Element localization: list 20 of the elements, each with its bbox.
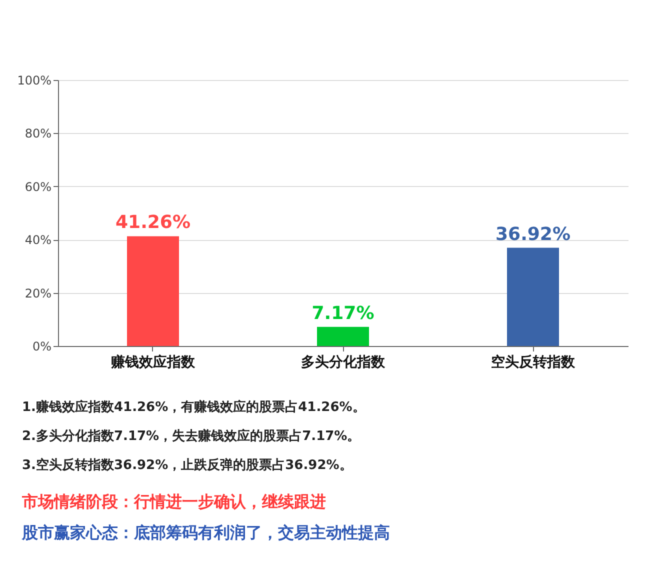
bar bbox=[317, 326, 369, 346]
data-label: 7.17% bbox=[312, 302, 374, 324]
text: 2.多头分化指数7.17%，失去赚钱效应的股票占7.17%。 bbox=[22, 428, 362, 445]
x-tick-label: 赚钱效应指数 bbox=[110, 354, 196, 370]
bar bbox=[507, 248, 559, 346]
y-tick-label: 0% bbox=[32, 340, 52, 354]
y-tick-label: 80% bbox=[24, 126, 52, 141]
y-tick-label: 100% bbox=[17, 74, 52, 88]
data-label: 41.26% bbox=[116, 212, 190, 234]
text: 1.赚钱效应指数41.26%，有赚钱效应的股票占41.26%。 bbox=[22, 398, 366, 416]
text: 市场情绪阶段：行情进一步确认，继续跟进 bbox=[22, 492, 327, 513]
y-tick-label: 60% bbox=[24, 180, 52, 194]
x-tick-label: 空头反转指数 bbox=[491, 354, 576, 370]
y-tick-label: 40% bbox=[24, 233, 52, 248]
data-label: 36.92% bbox=[496, 224, 570, 245]
bar bbox=[127, 236, 179, 346]
x-tick-label: 多头分化指数 bbox=[301, 354, 386, 370]
y-tick-label: 20% bbox=[24, 286, 52, 300]
text: 股市赢家心态：底部筹码有利润了，交易主动性提高 bbox=[22, 523, 391, 544]
text: 3.空头反转指数36.92%，止跌反弹的股票占36.92%。 bbox=[22, 456, 354, 474]
